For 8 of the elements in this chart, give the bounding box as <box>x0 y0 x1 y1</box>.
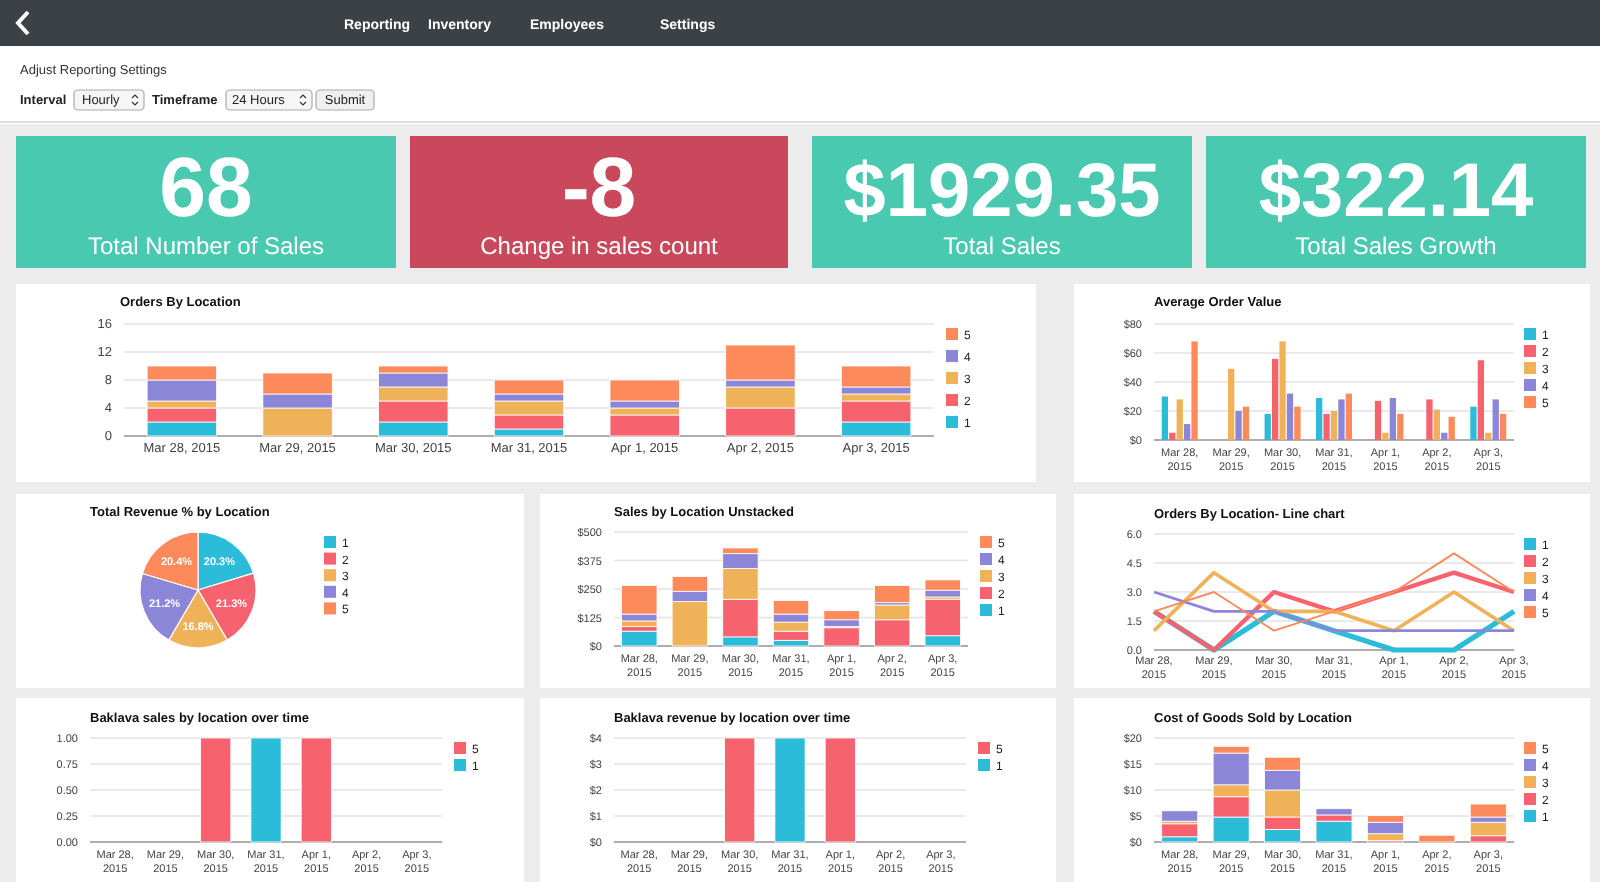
text: Total Sales <box>943 232 1061 260</box>
text: Total Sales Growth <box>1295 232 1497 260</box>
text: Total Number of Sales <box>87 232 325 260</box>
text: Change in sales count <box>480 232 720 260</box>
text: $1929.35 <box>843 150 1161 234</box>
text: -8 <box>561 140 637 234</box>
text: $322.14 <box>1258 150 1534 234</box>
text: 68 <box>159 140 253 234</box>
